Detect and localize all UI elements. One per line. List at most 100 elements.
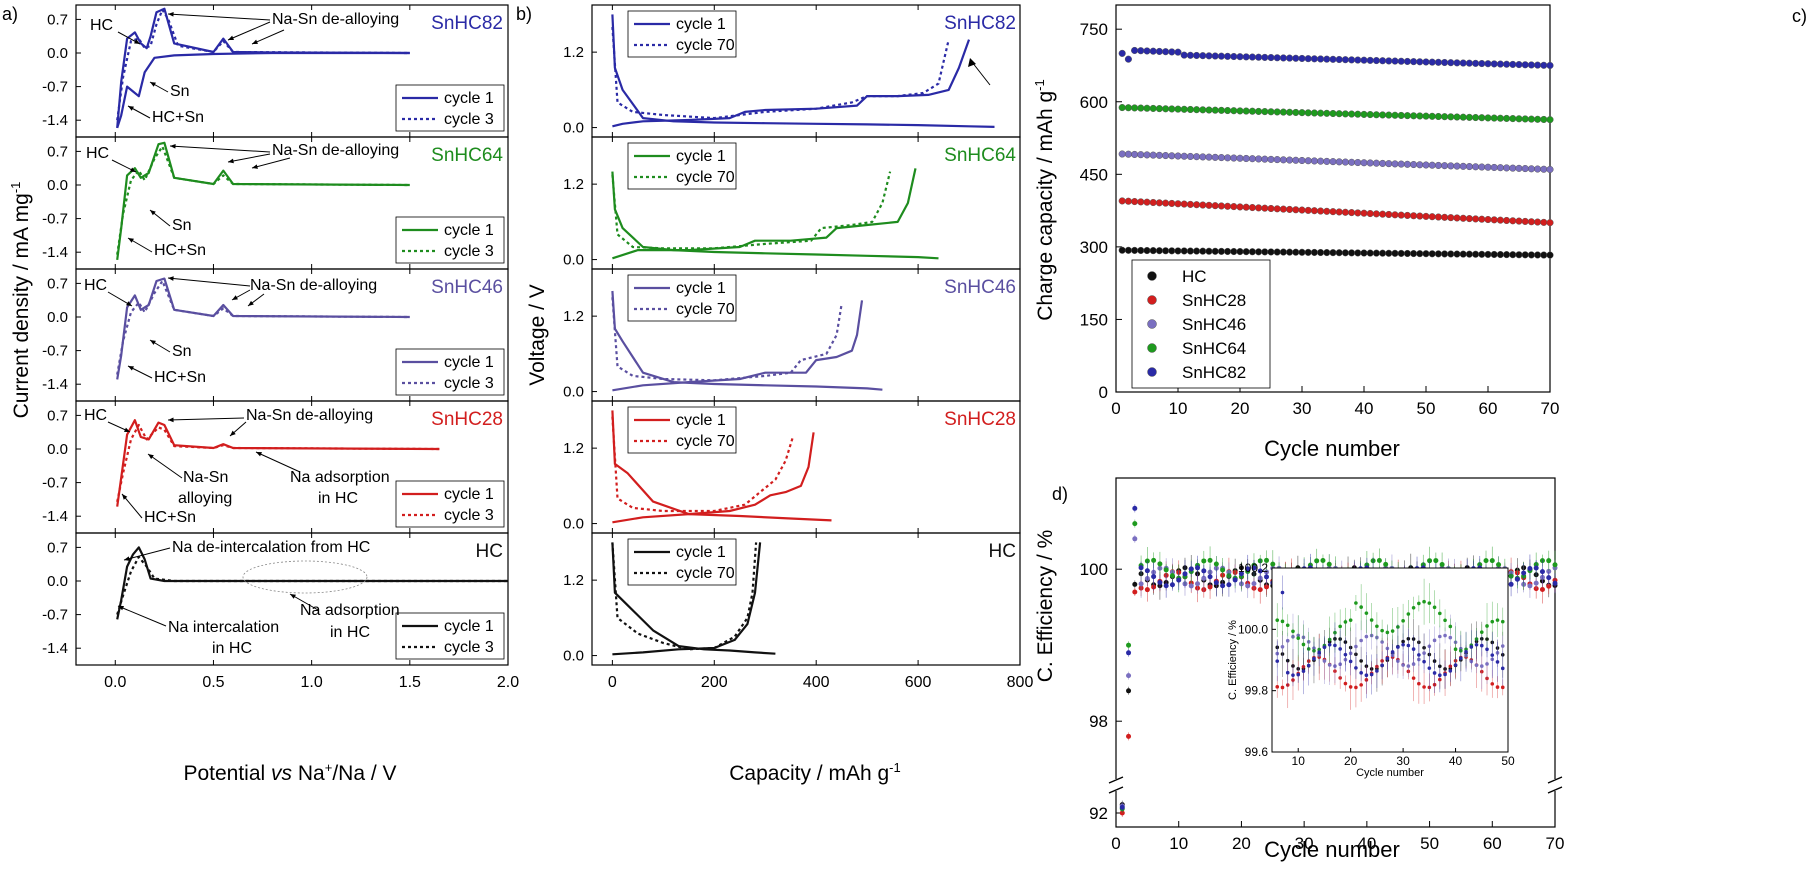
data-point [1527,251,1535,259]
subplot-name: SnHC28 [944,409,1016,430]
data-point [1428,250,1436,258]
data-point [1267,155,1275,163]
inset-data-point [1411,676,1416,680]
inset-data-point [1443,633,1447,638]
x-tick-label: 20 [1231,399,1250,418]
data-point [1131,150,1139,158]
data-point [1248,107,1256,115]
inset-data-point [1285,670,1290,675]
data-point [1257,587,1263,593]
y-tick-label: 0.7 [47,11,68,28]
data-point [1224,154,1232,162]
data-point [1496,164,1504,172]
data-point [1162,105,1170,113]
y-tick-label: -1.4 [42,244,68,261]
data-point [1255,155,1263,163]
data-point [1540,61,1548,69]
legend-box [395,348,505,396]
panel-d: d) C. Efficiency / % Cycle number 92 98 10… [1034,477,1564,862]
annotation-arrowhead [228,35,234,40]
subplot-name: SnHC46 [944,277,1016,298]
legend-label: cycle 1 [676,412,726,429]
series-line [612,432,815,524]
legend-label: cycle 70 [676,565,735,582]
y-tick-label: 0.7 [47,407,68,424]
y-tick-label: 150 [1080,310,1108,329]
inset-data-point [1291,673,1295,677]
data-point [1248,203,1256,212]
data-point [1534,61,1542,69]
data-point [1213,580,1219,586]
data-point [1484,250,1492,258]
data-point [1515,251,1523,259]
inset-data-point [1364,611,1369,615]
legend-label: cycle 1 [444,486,494,503]
x-tick-label: 30 [1295,834,1314,853]
data-point [1434,58,1442,66]
data-point [1335,110,1343,118]
annotation-arrowhead [150,210,156,216]
y-tick-label: 0 [1099,383,1108,402]
data-point [1264,557,1270,563]
data-point [1360,56,1368,64]
data-point [1124,197,1132,205]
data-point [1329,158,1337,166]
data-point [1323,249,1331,257]
data-point [1310,248,1318,256]
panel-b-ylabel: Voltage / V [526,284,549,386]
annot-hc-sn: HC+Sn [144,509,196,526]
data-point [1242,248,1250,256]
annotation-arrowhead [124,427,130,432]
x-tick-label: 10 [1169,834,1188,853]
inset-x-tick-label: 50 [1501,754,1515,768]
y-tick-label: 0.0 [563,252,584,269]
data-point [1137,104,1145,112]
panel-a-subplot-snhc82: 0.7 0.0 -0.7 -1.4 SnHC82 cycle 1 cycle 3 [42,4,509,138]
data-point [1174,105,1182,113]
inset-data-point [1401,619,1405,623]
data-point [1465,113,1473,121]
data-point [1521,115,1529,123]
data-point [1410,160,1418,169]
inset-data-point [1338,647,1342,651]
annotation-arrowhead [252,164,258,169]
y-tick-label: 0.0 [47,573,68,590]
inset-data-point [1490,653,1495,657]
data-point [1310,55,1318,63]
data-point [1434,112,1442,121]
legend-swatch [1147,295,1157,305]
data-point [1292,156,1300,164]
panel-d-inset: 99.6 99.8 100.0 100.2 10 20 30 40 50 Cycle number… [1227,561,1515,779]
data-point [1261,155,1269,163]
data-point [1534,165,1542,173]
y-tick-label: 1.2 [563,440,584,457]
data-point [1220,583,1226,589]
subplot-frame [75,532,509,666]
y-tick-label: 0.0 [563,648,584,665]
data-point [1261,108,1269,116]
data-point [1220,567,1226,573]
data-point [1427,558,1433,564]
data-point [1304,157,1312,165]
data-point [1217,202,1225,210]
legend-box [395,216,505,264]
data-point [1267,204,1275,213]
panel-a-annotations-snhc46: HC Na-Sn de-alloying Sn HC+Sn [84,277,377,386]
data-point [1385,111,1393,119]
data-point [1298,248,1306,256]
data-point [1168,48,1176,56]
inset-data-point [1317,650,1321,655]
inset-data-point [1348,659,1353,664]
annotation-arrowhead [256,452,262,457]
legend-box [627,274,737,322]
inset-ylabel: C. Efficiency / % [1227,620,1239,700]
data-point [1207,574,1213,580]
data-point [1193,247,1201,255]
inset-data-point [1385,630,1390,635]
inset-data-point [1453,647,1458,651]
data-point [1354,209,1362,217]
data-point [1236,203,1244,211]
inset-data-point [1453,663,1458,667]
data-point [1279,156,1287,164]
x-tick-label: 0.5 [202,674,224,691]
